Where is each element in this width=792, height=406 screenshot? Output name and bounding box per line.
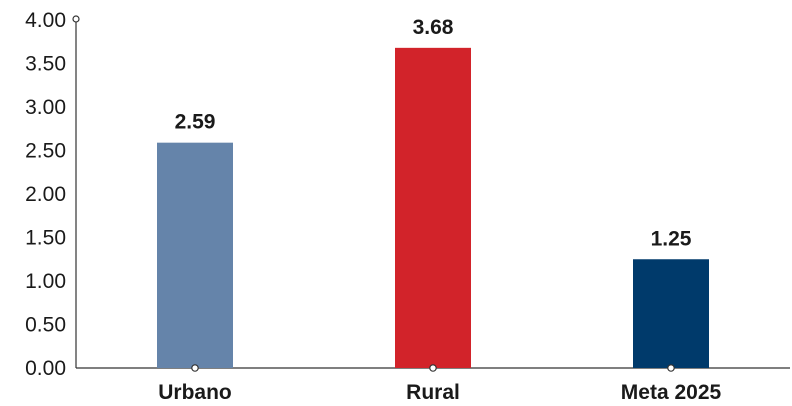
bars: 2.59 3.68 1.25 — [157, 16, 709, 372]
y-tick-label: 2.00 — [25, 183, 66, 206]
y-tick-label: 3.00 — [25, 96, 66, 119]
data-label: 2.59 — [175, 111, 216, 134]
y-axis-end-marker — [72, 15, 80, 23]
y-tick-label: 4.00 — [25, 9, 66, 32]
x-axis-marker — [191, 364, 199, 372]
data-label: 3.68 — [413, 16, 454, 39]
x-axis-marker — [667, 364, 675, 372]
y-tick-label: 1.00 — [25, 270, 66, 293]
bar — [157, 142, 233, 368]
y-tick-label: 0.50 — [25, 314, 66, 337]
y-tick-labels: 0.00 0.50 1.00 1.50 2.00 2.50 3.00 3.50 4.00 — [25, 9, 66, 380]
x-axis-marker — [429, 364, 437, 372]
bar — [633, 259, 709, 368]
y-tick-label: 0.00 — [25, 357, 66, 380]
data-label: 1.25 — [651, 227, 692, 250]
y-tick-label: 1.50 — [25, 227, 66, 250]
x-tick-label: Urbano — [158, 381, 232, 404]
y-tick-label: 2.50 — [25, 140, 66, 163]
x-tick-labels: Urbano Rural Meta 2025 — [158, 381, 721, 404]
x-tick-label: Rural — [406, 381, 460, 404]
y-tick-label: 3.50 — [25, 53, 66, 76]
bar — [395, 47, 471, 369]
x-tick-label: Meta 2025 — [621, 381, 722, 404]
